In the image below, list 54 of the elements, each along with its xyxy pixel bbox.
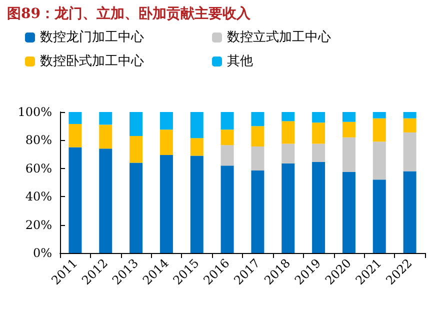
bar [251,126,264,147]
bar [160,130,173,156]
bar [130,162,143,253]
bar [99,148,112,253]
legend-label: 数控立式加工中心 [227,29,331,45]
bar [372,118,386,142]
bar [130,136,143,163]
bar [68,124,82,148]
bar [282,144,295,164]
bar [190,112,204,138]
bar [342,137,356,172]
y-tick-label: 40% [25,190,52,204]
bar [342,122,356,138]
legend-label: 数控卧式加工中心 [40,53,144,69]
bar [282,112,295,122]
legend-label: 其他 [227,54,253,69]
bar [220,166,234,253]
bar [372,180,386,253]
bar [403,132,416,172]
y-tick-label: 60% [25,161,52,176]
bar [342,172,356,253]
bar [403,118,416,132]
bar [160,112,173,130]
bar [220,145,234,166]
bar [160,155,173,253]
bar [190,156,204,253]
bar [251,112,264,126]
bar [251,146,264,171]
bar [220,112,234,130]
bar [68,112,82,124]
bar [372,142,386,180]
bar [312,122,326,144]
bar [342,112,356,122]
bar [372,112,386,118]
bar [312,112,326,123]
y-tick-label: 100% [18,105,52,119]
bar [251,170,264,253]
y-tick-label: 20% [25,218,52,232]
bar [403,171,416,253]
y-tick-label: 80% [25,133,52,148]
bar [99,112,112,125]
bar [282,163,295,253]
bar [312,162,326,253]
bar [68,147,82,253]
bar [130,112,143,136]
bar [190,138,204,156]
bar [403,112,416,118]
legend-label: 数控龙门加工中心 [40,29,144,45]
y-tick-label: 0% [32,246,52,260]
bar [220,130,234,146]
chart-title: 图89：龙门、立加、卧加贡献主要收入 [7,5,252,22]
bar [312,144,326,162]
bar [99,124,112,149]
bar [282,121,295,144]
